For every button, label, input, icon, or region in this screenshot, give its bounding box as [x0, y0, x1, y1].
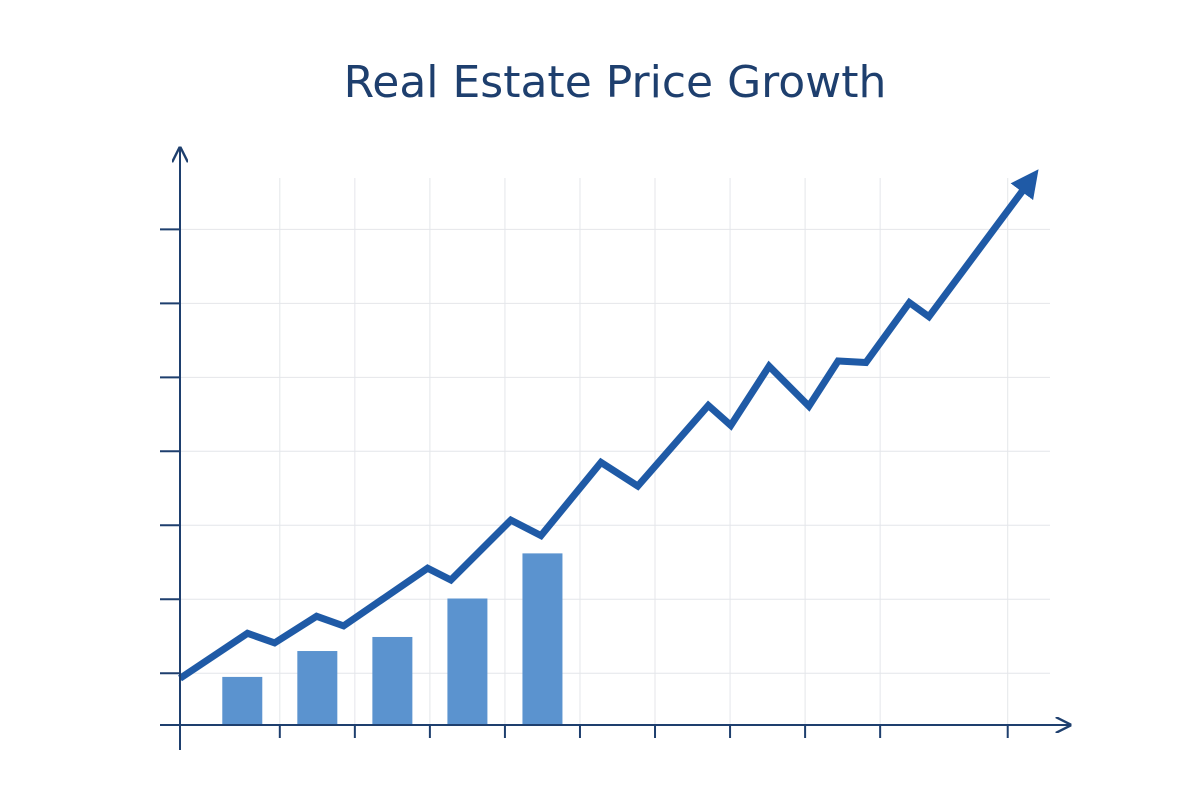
- bar: [222, 676, 263, 725]
- bar: [447, 598, 488, 725]
- chart-title: Real Estate Price Growth: [344, 57, 887, 108]
- bar: [522, 553, 563, 725]
- bar: [372, 636, 413, 725]
- bar: [297, 651, 338, 725]
- price-line: [178, 169, 1039, 682]
